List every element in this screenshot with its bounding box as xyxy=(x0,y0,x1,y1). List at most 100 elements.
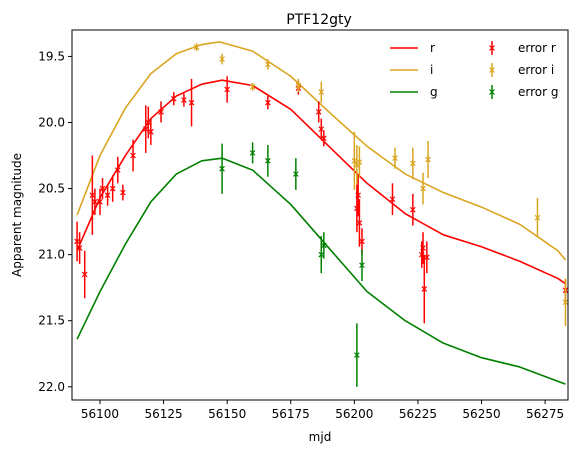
errorbar-point-error-r xyxy=(148,118,154,145)
x-marker xyxy=(74,238,80,245)
y-tick-label: 19.5 xyxy=(38,49,65,63)
x-marker xyxy=(424,254,430,261)
legend-label: r xyxy=(430,41,435,55)
errorbar-point-error-r xyxy=(76,232,83,264)
errorbar-point-error-g xyxy=(293,158,299,190)
errorbar-point-error-r xyxy=(420,232,426,264)
errorbar-point-error-r xyxy=(114,156,121,184)
x-marker xyxy=(145,119,152,126)
series-line-i xyxy=(76,41,567,261)
x-marker xyxy=(410,206,416,213)
x-marker xyxy=(351,157,358,164)
x-marker xyxy=(249,150,256,156)
errorbar-point-error-i xyxy=(265,59,271,70)
errorbar-point-error-g xyxy=(354,323,360,387)
x-marker xyxy=(170,95,177,102)
errorbar-point-error-r xyxy=(97,188,103,215)
x-marker xyxy=(389,196,396,202)
errorbar-point-error-i xyxy=(392,147,398,169)
x-marker xyxy=(420,185,426,192)
x-tick-label: 56250 xyxy=(462,407,500,421)
x-marker xyxy=(318,89,325,95)
errorbar-point-error-i xyxy=(295,78,302,93)
legend-marker xyxy=(489,45,495,51)
series-line-r xyxy=(76,79,566,285)
x-tick-label: 56100 xyxy=(81,407,119,421)
errorbar-point-error-r xyxy=(145,106,152,139)
errorbar-point-error-g xyxy=(318,236,325,274)
errorbar-point-error-r xyxy=(410,193,416,226)
errorbar-point-error-g xyxy=(219,143,225,194)
x-marker xyxy=(99,185,106,192)
x-marker xyxy=(97,198,103,205)
x-tick-label: 56275 xyxy=(526,407,564,421)
x-marker xyxy=(188,99,195,106)
errorbar-point-error-r xyxy=(424,241,430,274)
errorbar-point-error-g xyxy=(265,144,271,177)
errorbar-point-error-r xyxy=(315,101,322,123)
errorbar-point-error-r xyxy=(74,221,80,262)
x-tick-label: 56150 xyxy=(208,407,246,421)
x-marker xyxy=(158,109,164,115)
x-marker xyxy=(249,83,256,90)
x-marker xyxy=(142,126,149,132)
x-marker xyxy=(420,245,426,251)
x-marker xyxy=(130,152,136,159)
x-marker xyxy=(104,192,111,199)
y-axis-label: Apparent magnitude xyxy=(10,153,24,277)
legend-label: error i xyxy=(518,63,554,77)
x-marker xyxy=(120,189,126,196)
x-marker xyxy=(265,61,271,68)
x-marker xyxy=(318,126,325,132)
legend-item-i: i xyxy=(390,63,433,77)
x-marker xyxy=(356,220,363,226)
errorbar-point-error-r xyxy=(181,93,187,107)
y-tick-label: 22.0 xyxy=(38,380,65,394)
errorbar-point-error-r xyxy=(224,76,230,103)
errorbar-point-error-r xyxy=(142,105,149,153)
errorbar-point-error-r xyxy=(99,178,106,200)
x-marker xyxy=(315,109,322,115)
x-marker xyxy=(320,135,327,142)
x-marker xyxy=(534,214,541,221)
plot-frame xyxy=(71,29,569,401)
x-tick-label: 56225 xyxy=(399,407,437,421)
legend-item-error-r: error r xyxy=(489,41,556,55)
errorbar-point-error-r xyxy=(170,92,177,106)
errorbar-point-error-r xyxy=(320,130,327,147)
legend-label: error g xyxy=(518,85,558,99)
x-marker xyxy=(219,56,225,62)
errorbar-point-error-i xyxy=(534,197,541,238)
errorbar-point-error-r xyxy=(109,175,116,202)
x-marker xyxy=(354,352,360,358)
errorbar-point-error-r xyxy=(188,78,195,127)
errorbar-point-error-r xyxy=(389,183,396,215)
x-marker xyxy=(562,299,569,306)
x-marker xyxy=(81,271,88,278)
errorbar-point-error-r xyxy=(356,199,363,247)
x-marker xyxy=(92,198,98,205)
errorbar-point-error-r xyxy=(421,254,428,324)
errorbar-point-error-r xyxy=(355,174,361,217)
x-marker xyxy=(318,251,325,258)
x-marker xyxy=(359,262,365,269)
errorbar-point-error-r xyxy=(130,139,136,172)
y-tick-label: 20.5 xyxy=(38,182,65,196)
errorbar-point-error-r xyxy=(158,101,164,123)
errorbar-point-error-g xyxy=(320,232,327,259)
errorbar-point-error-i xyxy=(318,81,325,103)
x-tick-label: 56125 xyxy=(144,407,182,421)
x-marker xyxy=(410,160,416,167)
x-marker xyxy=(295,82,302,89)
chart-title: PTF12gty xyxy=(286,12,352,28)
errorbar-point-error-r xyxy=(92,188,98,215)
errorbar-point-error-g xyxy=(359,249,365,282)
errorbar-point-error-r xyxy=(104,184,111,206)
x-marker xyxy=(355,192,361,199)
errorbar-point-error-r xyxy=(81,250,88,299)
errorbar-point-error-r xyxy=(265,96,271,110)
legend-marker xyxy=(489,67,495,73)
x-marker xyxy=(148,128,154,135)
errorbar-point-error-i xyxy=(351,131,358,190)
